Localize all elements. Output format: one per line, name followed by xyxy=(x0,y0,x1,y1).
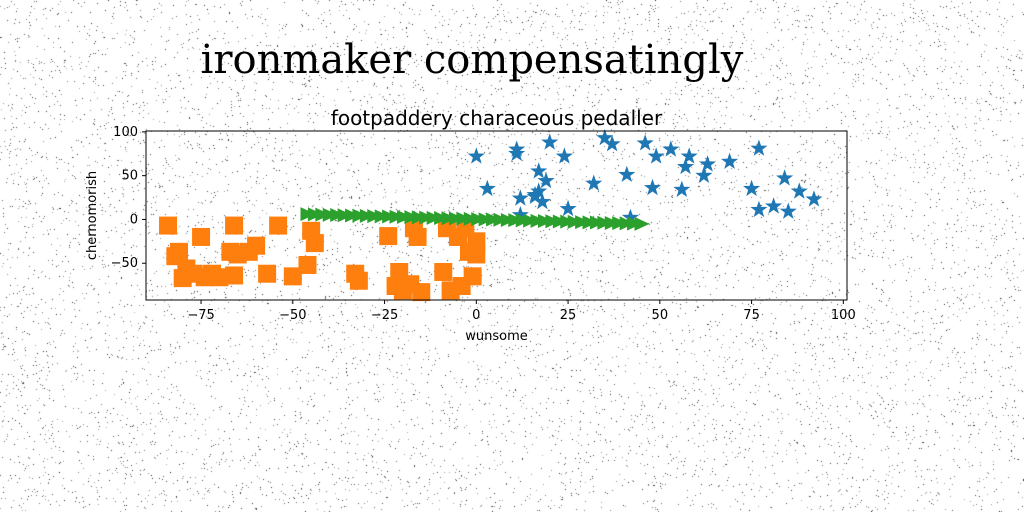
square-point xyxy=(269,216,288,235)
x-tick-label: 25 xyxy=(560,308,577,323)
star-point xyxy=(779,202,797,219)
star-point xyxy=(647,147,665,164)
x-axis-label: wunsome xyxy=(465,329,528,344)
y-tick-label: −50 xyxy=(111,256,138,271)
chart-marks xyxy=(159,129,823,302)
star-point xyxy=(526,187,544,204)
star-point xyxy=(530,162,548,179)
square-point xyxy=(412,283,431,302)
x-tick-label: 50 xyxy=(652,308,669,323)
y-tick-label: 50 xyxy=(121,169,138,184)
square-point xyxy=(192,227,211,246)
star-point xyxy=(676,157,695,175)
star-point xyxy=(765,197,783,214)
square-point xyxy=(408,227,427,246)
star-point xyxy=(698,155,717,172)
chart-title: footpaddery characeous pedaller xyxy=(331,106,663,130)
x-tick-label: −25 xyxy=(371,308,398,323)
star-point xyxy=(603,135,621,152)
star-point xyxy=(555,147,573,164)
x-tick-label: −75 xyxy=(187,308,214,323)
star-point xyxy=(533,192,551,210)
star-point xyxy=(643,178,662,196)
square-point xyxy=(463,267,482,286)
star-point xyxy=(467,147,485,164)
star-point xyxy=(511,206,529,223)
star-point xyxy=(680,147,698,164)
star-point xyxy=(530,182,548,199)
star-point xyxy=(721,152,739,169)
square-point xyxy=(283,267,302,286)
y-tick-label: 100 xyxy=(113,125,138,140)
square-point xyxy=(170,242,189,261)
figure-suptitle: ironmaker compensatingly xyxy=(200,37,744,83)
star-point xyxy=(537,171,555,189)
star-point xyxy=(662,140,680,157)
star-point xyxy=(585,174,603,191)
star-point xyxy=(805,190,823,207)
star-point xyxy=(596,129,614,146)
star-point xyxy=(750,200,768,218)
star-point xyxy=(743,179,761,197)
y-axis-label: chernomorish xyxy=(85,171,100,260)
square-point xyxy=(247,236,266,255)
square-point xyxy=(434,262,453,281)
square-point xyxy=(159,216,178,235)
y-axis-ticks: −50 0 50 100 xyxy=(111,125,146,271)
square-point xyxy=(225,266,244,285)
square-point xyxy=(225,216,244,235)
star-point xyxy=(511,189,529,206)
star-point xyxy=(673,180,691,197)
triangle-point xyxy=(634,216,650,231)
square-point xyxy=(349,271,368,290)
square-point xyxy=(456,219,475,238)
x-tick-label: −50 xyxy=(279,308,306,323)
star-point xyxy=(618,165,636,183)
star-point xyxy=(695,166,713,183)
square-point xyxy=(467,245,486,264)
star-point xyxy=(790,182,808,199)
square-point xyxy=(210,268,229,287)
star-point xyxy=(478,179,496,197)
square-point xyxy=(258,264,277,283)
x-tick-label: 0 xyxy=(472,308,480,323)
y-tick-label: 0 xyxy=(130,212,138,227)
star-point xyxy=(541,133,559,150)
star-point xyxy=(776,169,794,186)
star-point xyxy=(559,199,577,217)
x-tick-label: 100 xyxy=(831,308,856,323)
star-point xyxy=(750,139,768,156)
star-point xyxy=(636,134,654,151)
x-tick-label: 75 xyxy=(743,308,760,323)
square-point xyxy=(298,255,317,274)
square-point xyxy=(305,234,324,253)
star-point xyxy=(508,144,526,162)
x-axis-ticks: −75 −50 −25 0 25 50 75 100 xyxy=(187,300,856,323)
star-point xyxy=(621,208,640,225)
square-point xyxy=(379,227,398,246)
plot-area-frame xyxy=(145,130,848,301)
